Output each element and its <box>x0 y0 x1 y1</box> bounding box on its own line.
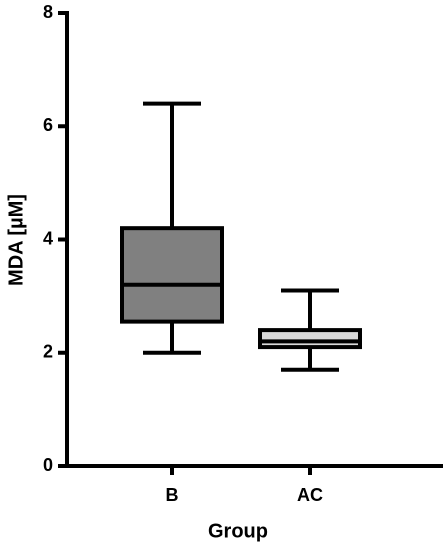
x-axis-title: Group <box>208 520 268 542</box>
box <box>258 328 362 350</box>
box <box>120 226 224 324</box>
y-tick-label: 0 <box>43 455 53 475</box>
y-tick-label: 6 <box>43 115 53 135</box>
y-tick-label: 8 <box>43 2 53 22</box>
y-axis-title: MDA [µM] <box>5 194 27 286</box>
y-tick-label: 2 <box>43 342 53 362</box>
y-tick-label: 4 <box>43 228 53 248</box>
x-tick-label: AC <box>297 485 323 505</box>
x-tick-label: B <box>166 485 179 505</box>
